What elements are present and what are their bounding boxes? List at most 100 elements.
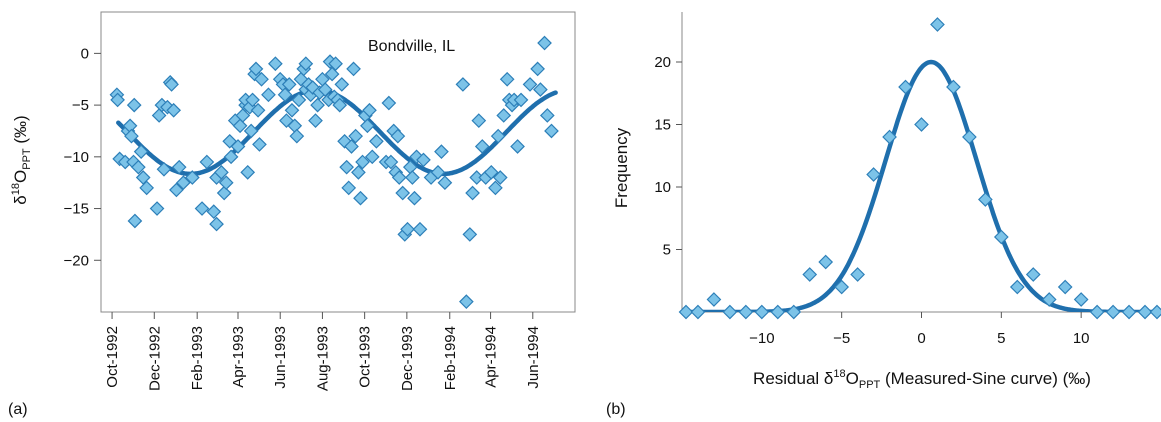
plot-a-data-point [164,77,179,92]
plot-a-data-point [490,128,506,144]
plot-a-x-tick-label: Apr-1994 [483,326,500,388]
plot-b-data-point [834,279,850,295]
plot-b-data-point [1073,292,1089,307]
plot-b-data-point [866,167,881,182]
plot-a-data-point [291,92,307,108]
plot-b-y-ticks: 5 10 15 20 [654,54,682,259]
plot-a-data-point [369,133,384,149]
plot-a-data-point [289,128,305,144]
plot-a-location-annotation: Bondville, IL [368,38,455,55]
plot-a-data-point [351,164,366,180]
plot-a-x-tick-label: Aug-1993 [314,326,331,391]
plot-a-data-point [383,154,399,170]
plot-a-data-point [474,139,490,154]
plot-b-data-point [898,79,913,95]
plot-a-data-point [169,182,184,198]
plot-b-y-axis-title: Frequency [612,127,631,208]
plot-b-data-point [754,304,770,320]
plot-a-data-point [334,77,350,92]
plot-a-data-point [355,154,370,170]
plot-a-data-point [110,92,125,108]
plot-a-data-point [216,185,232,201]
plot-a-x-tick-label: Apr-1993 [230,326,247,388]
plot-a-data-point [400,221,415,237]
plot-a-data-point [298,56,314,72]
plot-b-x-tick-label: −10 [749,330,774,347]
plot-b-data-point [1137,304,1153,320]
plot-a-data-point [328,56,343,72]
plot-a-data-point [151,108,167,123]
plot-a-data-point [261,87,276,103]
plot-a-y-tick-label: −20 [64,252,89,269]
plot-b-data-point [690,304,706,320]
plot-a-data-point [243,123,259,139]
plot-a-data-point [381,95,397,111]
plot-a-data-point [240,164,256,180]
plot-b-data-point [1149,304,1161,320]
plot-b-data-point [850,267,865,282]
plot-b-data-point [1105,304,1121,320]
plot-a-data-point [533,82,548,97]
plot-a-data-points [109,35,559,310]
plot-a-data-point [133,144,149,160]
plot-b-data-point [786,304,802,320]
plot-a-data-point [166,102,182,118]
plot-a-data-point [391,170,407,185]
plot-b-x-ticks: −10 −5 0 5 10 [749,312,1090,347]
plot-a-data-point [465,185,480,201]
plot-b-data-point [722,304,738,320]
plot-b-data-point [802,267,818,282]
plot-b-data-point [978,192,993,207]
plot-a-y-tick-label: −15 [64,201,89,218]
plot-b-x-tick-label: 0 [917,330,925,347]
plot-a-data-point [126,97,142,113]
plot-a-frame [100,11,576,313]
plot-a-data-point [194,201,210,216]
plot-a-data-point [199,154,215,170]
plot-a-x-tick-label: Feb-1994 [442,326,459,390]
plot-b-data-point [930,17,945,32]
plot-a-data-point [405,170,420,185]
plot-a-data-point [459,294,474,310]
plot-a-data-point [539,108,555,123]
plot-a-data-point [416,152,431,168]
plot-b-x-tick-label: 5 [997,330,1005,347]
plot-a-data-point [346,61,361,77]
plot-a-data-point [488,180,503,196]
plot-a-y-tick-label: −10 [64,149,89,166]
plot-a-data-point [492,170,508,185]
plot-a-x-ticks: Oct-1992 Dec-1992 Feb-1993 Apr-1993 Jun-1993… [104,312,542,391]
plot-a-x-tick-label: Feb-1993 [189,326,206,390]
plot-a-data-point [544,123,559,139]
plot-a-data-point [248,61,264,77]
plot-a-data-point [206,204,222,220]
panel-a-label: (a) [8,401,28,418]
plot-a-data-point [124,128,139,144]
plot-a-data-point [344,139,359,154]
plot-a-x-tick-label: Dec-1993 [399,326,416,391]
plot-a-data-point [127,213,143,229]
plot-b-data-point [946,79,961,95]
plot-a-data-point [139,180,155,196]
plot-a-data-point [348,128,363,144]
plot-a-data-point [223,149,239,165]
plot-b-x-tick-label: 10 [1073,330,1090,347]
plot-a-y-axis-title: δ18OPPT (‰) [10,115,33,204]
plot-b-data-point [738,304,754,320]
plot-b-data-point [1009,279,1025,295]
plot-a-x-tick-label: Jun-1993 [272,326,289,389]
plot-a-data-point [308,113,323,128]
panel-a-time-series: 0 −5 −10 −15 −20 Oct-1992 Dec-1992 Feb-1993 Apr… [8,11,576,418]
plot-a-data-point [209,216,224,232]
plot-a-data-point [230,139,246,154]
plot-a-data-point [496,108,512,123]
plot-b-data-point [818,254,834,270]
plot-b-y-tick-label: 5 [663,242,671,259]
plot-a-x-tick-label: Oct-1992 [104,326,121,388]
plot-a-data-point [281,77,297,92]
plot-a-data-point [339,159,354,175]
plot-a-data-point [530,61,545,77]
plot-a-data-point [156,161,172,177]
plot-a-data-point [149,201,165,216]
